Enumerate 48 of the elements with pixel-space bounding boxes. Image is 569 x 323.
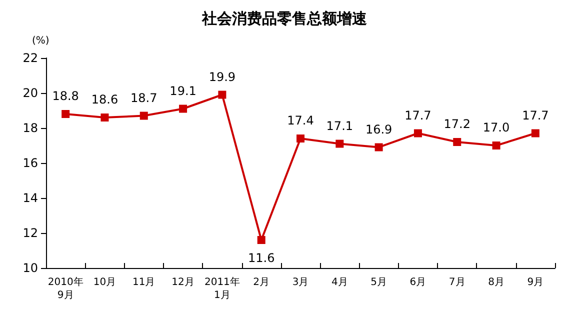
x-tick-label: 3月: [292, 277, 309, 288]
y-tick-label: 20: [22, 86, 38, 100]
data-label: 17.0: [482, 120, 510, 134]
data-label: 18.6: [91, 92, 118, 106]
data-label: 17.4: [287, 114, 314, 128]
data-label: 11.6: [248, 251, 275, 265]
x-tick-label: 2010年 9月: [48, 276, 84, 301]
point: [296, 134, 304, 142]
x-tick-label: 8月: [488, 277, 504, 288]
y-tick-label: 10: [22, 261, 38, 275]
point: [374, 143, 383, 152]
y-tick-label: 22: [22, 51, 38, 65]
x-tick-label: 7月: [448, 277, 466, 288]
y-axis-title: (%): [32, 36, 50, 46]
data-label: 17.1: [326, 118, 354, 133]
x-tick-label: 4月: [331, 277, 348, 288]
y-tick-label: 18: [22, 121, 38, 135]
y-tick-label: 12: [22, 226, 38, 240]
point: [218, 90, 226, 99]
y-tick-label: 14: [22, 191, 38, 205]
point: [100, 114, 109, 122]
data-label: 17.7: [522, 108, 549, 122]
data-label: 18.8: [52, 89, 79, 103]
point: [62, 110, 70, 118]
x-tick-label: 2011年 1月: [204, 276, 240, 301]
x-tick-label: 6月: [410, 277, 426, 288]
x-tick-label: 9月: [527, 277, 544, 288]
x-tick-label: 2月: [253, 277, 270, 288]
x-tick-label: 11月: [132, 277, 156, 288]
point: [492, 142, 500, 150]
data-label: 16.9: [365, 122, 392, 136]
x-tick-label: 5月: [370, 277, 387, 288]
point: [414, 129, 422, 138]
x-tick-label: 10月: [93, 277, 116, 288]
point: [531, 129, 540, 138]
point: [257, 236, 266, 244]
data-label: 17.2: [444, 117, 470, 131]
y-tick-label: 16: [22, 156, 38, 170]
point: [140, 112, 148, 120]
data-label: 17.7: [404, 108, 432, 122]
x-tick-label: 12月: [172, 277, 194, 288]
data-label: 19.1: [170, 84, 196, 98]
point: [336, 140, 344, 148]
chart-title: 社会消费品零售总额增速: [201, 10, 368, 28]
data-label: 18.7: [130, 90, 158, 105]
point: [453, 138, 462, 146]
point: [179, 104, 188, 113]
data-label: 19.9: [208, 70, 236, 84]
